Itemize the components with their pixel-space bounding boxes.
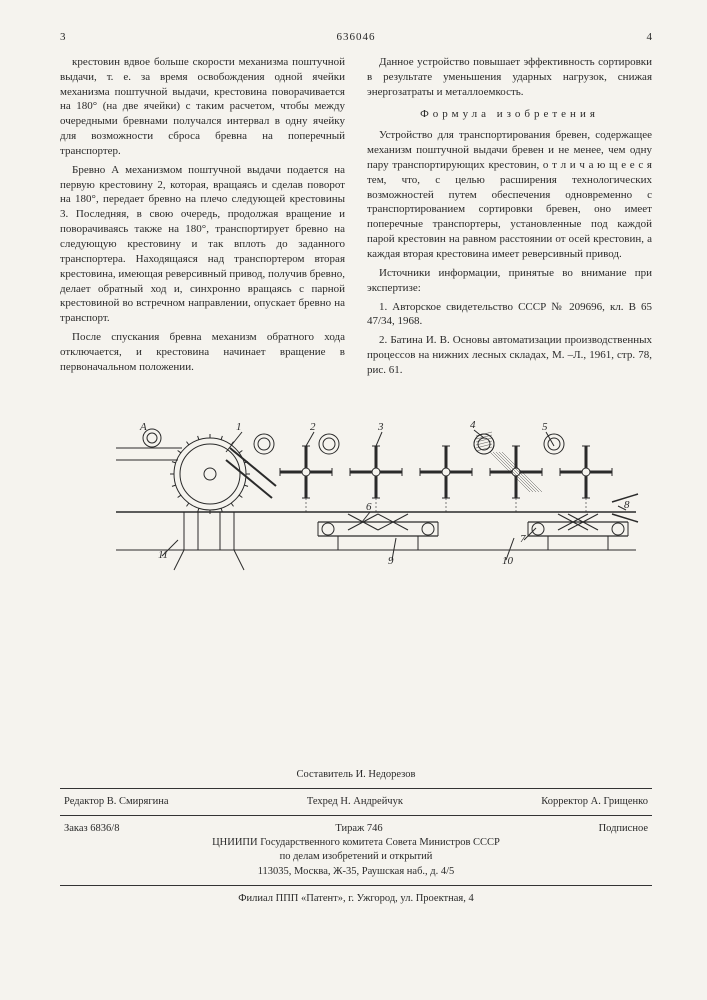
technical-drawing: А1234567891011 <box>60 410 652 585</box>
order-row: Заказ 6836/8 Тираж 746 Подписное <box>60 822 652 836</box>
para: Бревно А механизмом поштучной выдачи под… <box>60 163 345 326</box>
doc-number: 636046 <box>66 30 647 45</box>
corrector: Корректор А. Грищенко <box>541 795 648 809</box>
page-right-num: 4 <box>647 30 653 45</box>
svg-text:1: 1 <box>236 421 242 433</box>
left-column: крестовин вдвое больше скорости механизм… <box>60 55 345 382</box>
compiler: Составитель И. Недорезов <box>60 768 652 782</box>
svg-text:6: 6 <box>366 501 372 513</box>
sources-title: Источники информации, принятые во вниман… <box>367 266 652 296</box>
svg-text:4: 4 <box>470 419 476 431</box>
tirazh: Тираж 746 <box>335 822 382 836</box>
source-item: 2. Батина И. В. Основы автоматизации про… <box>367 333 652 378</box>
para: После спускания бревна механизм обратног… <box>60 330 345 375</box>
para: крестовин вдвое больше скорости механизм… <box>60 55 345 159</box>
para: Устройство для транспортирования бревен,… <box>367 128 652 262</box>
org: по делам изобретений и открытий <box>60 850 652 864</box>
text-columns: крестовин вдвое больше скорости механизм… <box>60 55 652 382</box>
page-header: 3 636046 4 <box>60 30 652 45</box>
source-item: 1. Авторское свидетельство СССР № 209696… <box>367 300 652 330</box>
svg-text:9: 9 <box>388 555 394 567</box>
order: Заказ 6836/8 <box>64 822 119 836</box>
para: Данное устройство повышает эффективность… <box>367 55 652 100</box>
svg-text:10: 10 <box>502 555 514 567</box>
formula-title: Формула изобретения <box>367 107 652 122</box>
separator <box>60 788 652 789</box>
svg-text:2: 2 <box>310 421 316 433</box>
podpis: Подписное <box>599 822 648 836</box>
addr: 113035, Москва, Ж-35, Раушская наб., д. … <box>60 865 652 879</box>
credit-row: Редактор В. Смирягина Техред Н. Андрейчу… <box>60 795 652 809</box>
footer-block: Составитель И. Недорезов Редактор В. Сми… <box>60 768 652 906</box>
editor: Редактор В. Смирягина <box>64 795 169 809</box>
separator <box>60 815 652 816</box>
right-column: Данное устройство повышает эффективность… <box>367 55 652 382</box>
separator <box>60 885 652 886</box>
svg-text:А: А <box>139 421 147 433</box>
svg-text:5: 5 <box>542 421 548 433</box>
svg-text:3: 3 <box>377 421 384 433</box>
addr: Филиал ППП «Патент», г. Ужгород, ул. Про… <box>60 892 652 906</box>
tech: Техред Н. Андрейчук <box>307 795 403 809</box>
org: ЦНИИПИ Государственного комитета Совета … <box>60 836 652 850</box>
